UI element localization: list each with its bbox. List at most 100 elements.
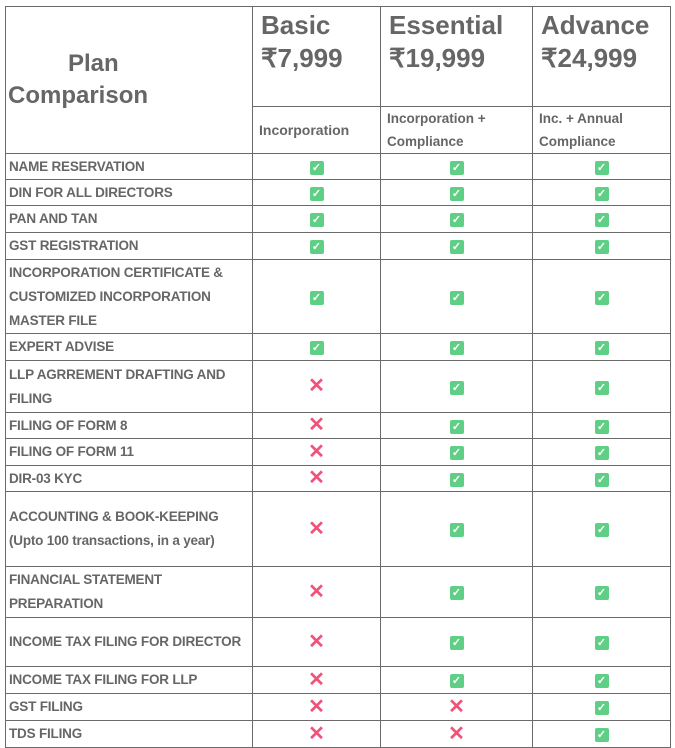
feature-name: FINANCIAL STATEMENT PREPARATION (5, 566, 253, 618)
feature-name: INCORPORATION CERTIFICATE & CUSTOMIZED I… (5, 259, 253, 334)
feature-name: FILING OF FORM 11 (5, 438, 253, 466)
feature-availability: ✓ (252, 205, 381, 233)
feature-availability: ✓ (252, 259, 381, 334)
cross-icon: ✕ (308, 580, 325, 603)
plan-basic-header: Basic ₹7,999 (252, 6, 381, 107)
check-box-icon: ✓ (309, 341, 324, 355)
feature-availability: ✓ (380, 360, 533, 413)
check-box-icon: ✓ (309, 240, 324, 254)
table-row: GST FILING ✕ ✕ ✓ (5, 693, 671, 721)
check-box-icon: ✓ (594, 213, 609, 227)
check-box-icon: ✓ (449, 160, 464, 175)
feature-name: GST FILING (5, 693, 253, 721)
table-row: INCORPORATION CERTIFICATE & CUSTOMIZED I… (5, 259, 671, 334)
table-row: EXPERT ADVISE ✓ ✓ ✓ (5, 333, 671, 361)
feature-name: INCOME TAX FILING FOR DIRECTOR (5, 617, 253, 667)
feature-availability: ✓ (532, 438, 671, 466)
cross-icon: ✕ (308, 414, 325, 436)
feature-availability: ✓ (532, 566, 671, 618)
feature-availability: ✕ (252, 693, 381, 721)
plan-basic-desc: Incorporation (252, 106, 381, 154)
plan-comparison-table: Plan Comparison Basic ₹7,999 Essential ₹19,… (5, 6, 671, 748)
feature-name: PAN AND TAN (5, 205, 253, 233)
feature-availability: ✓ (380, 412, 533, 439)
feature-availability: ✕ (252, 438, 381, 466)
feature-availability: ✓ (532, 491, 671, 567)
feature-availability: ✓ (380, 566, 533, 618)
feature-name: EXPERT ADVISE (5, 333, 253, 361)
feature-name: TDS FILING (5, 720, 253, 748)
table-row: INCOME TAX FILING FOR LLP ✕ ✓ ✓ (5, 666, 671, 694)
feature-availability: ✓ (380, 153, 533, 180)
check-box-icon: ✓ (594, 586, 609, 600)
check-box-icon: ✓ (594, 290, 609, 305)
feature-availability: ✕ (252, 465, 381, 492)
feature-availability: ✓ (252, 153, 381, 180)
feature-availability: ✓ (532, 666, 671, 694)
check-box-icon: ✓ (449, 419, 464, 434)
feature-availability: ✓ (532, 232, 671, 260)
cross-icon: ✕ (308, 722, 325, 745)
check-box-icon: ✓ (449, 380, 464, 395)
check-box-icon: ✓ (309, 160, 324, 175)
feature-availability: ✓ (532, 333, 671, 361)
feature-availability: ✓ (380, 259, 533, 334)
feature-name: INCOME TAX FILING FOR LLP (5, 666, 253, 694)
feature-availability: ✕ (252, 566, 381, 618)
check-box-icon: ✓ (309, 186, 324, 201)
feature-availability: ✓ (532, 412, 671, 439)
check-box-icon: ✓ (594, 636, 609, 650)
feature-availability: ✓ (532, 153, 671, 180)
feature-availability: ✓ (380, 232, 533, 260)
feature-availability: ✓ (380, 491, 533, 567)
table-row: DIR-03 KYC ✕ ✓ ✓ (5, 465, 671, 492)
feature-availability: ✓ (532, 259, 671, 334)
feature-availability: ✓ (532, 205, 671, 233)
check-box-icon: ✓ (594, 341, 609, 355)
check-box-icon: ✓ (449, 586, 464, 600)
check-box-icon: ✓ (594, 160, 609, 175)
feature-availability: ✕ (252, 617, 381, 667)
table-row: FINANCIAL STATEMENT PREPARATION ✕ ✓ ✓ (5, 566, 671, 618)
check-box-icon: ✓ (449, 240, 464, 254)
feature-availability: ✓ (532, 693, 671, 721)
table-row: FILING OF FORM 11 ✕ ✓ ✓ (5, 438, 671, 466)
feature-availability: ✕ (380, 693, 533, 721)
table-row: PAN AND TAN ✓ ✓ ✓ (5, 205, 671, 233)
plan-advance-desc: Inc. + Annual Compliance (532, 106, 671, 154)
feature-availability: ✓ (532, 179, 671, 206)
feature-availability: ✓ (532, 360, 671, 413)
table-row: DIN FOR ALL DIRECTORS ✓ ✓ ✓ (5, 179, 671, 206)
table-row: LLP AGRREMENT DRAFTING AND FILING ✕ ✓ ✓ (5, 360, 671, 413)
feature-name: GST REGISTRATION (5, 232, 253, 260)
cross-icon: ✕ (308, 695, 325, 718)
feature-availability: ✓ (380, 205, 533, 233)
check-box-icon: ✓ (449, 523, 464, 537)
check-box-icon: ✓ (594, 472, 609, 487)
table-row: INCOME TAX FILING FOR DIRECTOR ✕ ✓ ✓ (5, 617, 671, 667)
check-box-icon: ✓ (594, 701, 609, 715)
feature-name: FILING OF FORM 8 (5, 412, 253, 439)
table-row: TDS FILING ✕ ✕ ✓ (5, 720, 671, 748)
cross-icon: ✕ (308, 668, 325, 691)
check-box-icon: ✓ (449, 674, 464, 688)
feature-availability: ✕ (380, 720, 533, 748)
check-box-icon: ✓ (594, 419, 609, 434)
feature-availability: ✓ (252, 232, 381, 260)
feature-availability: ✓ (380, 465, 533, 492)
feature-availability: ✓ (252, 179, 381, 206)
table-row: FILING OF FORM 8 ✕ ✓ ✓ (5, 412, 671, 439)
plan-essential-desc: Incorporation + Compliance (380, 106, 533, 154)
feature-availability: ✕ (252, 360, 381, 413)
check-box-icon: ✓ (594, 674, 609, 688)
check-box-icon: ✓ (594, 523, 609, 537)
feature-availability: ✕ (252, 491, 381, 567)
check-box-icon: ✓ (449, 290, 464, 305)
feature-availability: ✓ (380, 666, 533, 694)
feature-availability: ✕ (252, 412, 381, 439)
feature-availability: ✕ (252, 720, 381, 748)
feature-name: LLP AGRREMENT DRAFTING AND FILING (5, 360, 253, 413)
check-box-icon: ✓ (449, 341, 464, 355)
feature-name: ACCOUNTING & BOOK-KEEPING (Upto 100 tran… (5, 491, 253, 567)
feature-availability: ✓ (532, 465, 671, 492)
